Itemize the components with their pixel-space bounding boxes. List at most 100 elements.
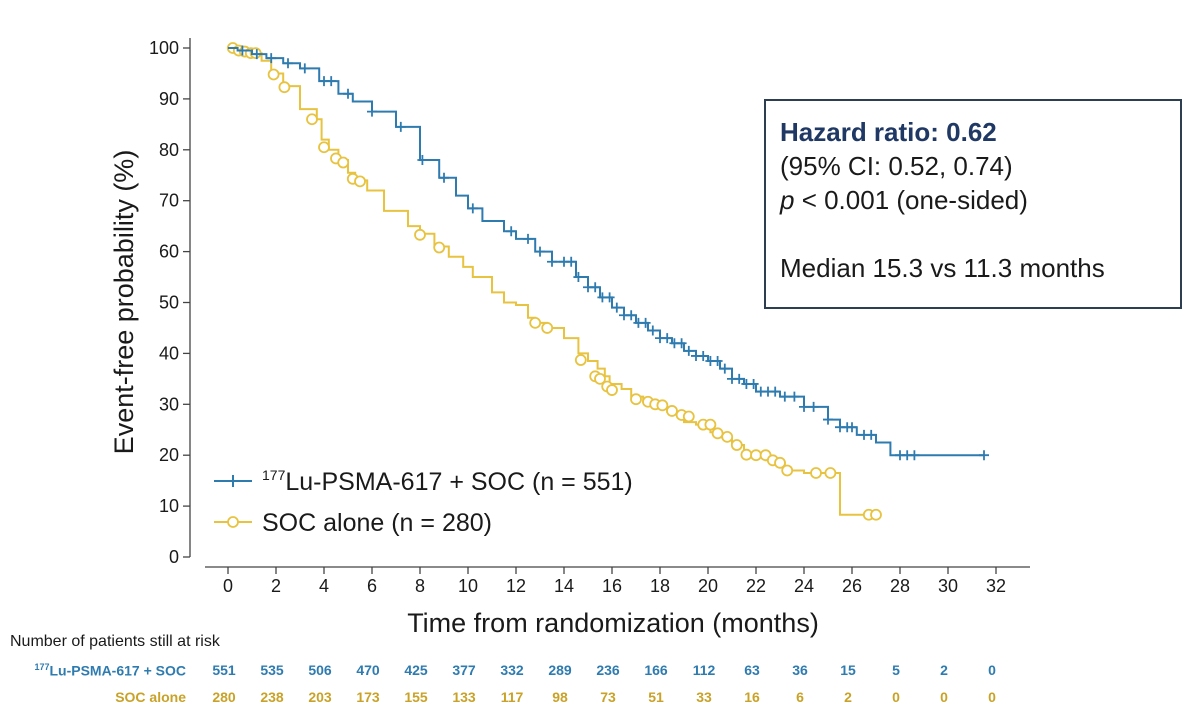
risk-count: 0 [892,689,900,705]
x-tick-label: 20 [698,576,718,596]
soc-censor-marker [781,464,794,477]
soc-censor-marker [721,430,734,443]
risk-count: 155 [404,689,428,705]
soc-censor-marker [774,456,786,469]
soc-censor-marker [740,448,753,461]
x-tick-label: 12 [506,576,526,596]
soc-censor-marker [354,175,366,188]
soc-censor-marker [433,241,446,254]
lu-censor-marker [237,45,248,56]
lu-censor-marker [590,282,601,293]
lu-censor-marker [808,401,819,412]
soc-censor-marker [318,141,330,154]
lu-censor-marker [367,106,377,117]
risk-count: 73 [600,689,616,705]
lu-censor-marker [506,226,517,237]
soc-censor-marker [414,228,426,241]
lu-censor-marker [770,386,781,397]
risk-count: 33 [696,689,712,705]
x-tick-label: 18 [650,576,670,596]
x-tick-label: 28 [890,576,910,596]
risk-label-superscript: 177 [34,662,50,672]
y-tick-label: 0 [169,547,179,567]
y-tick-label: 30 [159,394,179,414]
x-tick-label: 0 [223,576,233,596]
soc-censor-marker [666,405,678,417]
lu-censor-marker [547,256,557,267]
legend: 177Lu-PSMA-617 + SOC (n = 551) SOC alone … [214,467,633,537]
lu-censor-marker [535,246,545,257]
lu-censor-marker [719,363,730,374]
lu-censor-marker [395,121,406,132]
soc-censor-marker [574,354,587,366]
soc-censor-marker [750,449,762,462]
risk-count: 16 [744,689,760,705]
soc-censor-marker [711,427,724,440]
x-tick-label: 8 [415,576,425,596]
x-tick-label: 22 [746,576,766,596]
soc-censor-marker [541,322,554,334]
risk-count: 15 [840,662,856,678]
legend-lu-name: Lu-PSMA-617 + SOC (n = 551) [285,468,632,496]
risk-count: 280 [212,689,236,705]
risk-count: 203 [308,689,332,705]
lu-censor-marker [439,172,449,183]
lu-censor-marker [283,58,293,69]
soc-censor-marker [249,47,262,59]
risk-count: 133 [452,689,476,705]
confidence-interval: (95% CI: 0.52, 0.74) [780,151,1013,181]
x-tick-label: 30 [938,576,958,596]
risk-count: 6 [796,689,804,705]
lu-censor-marker [640,317,651,328]
legend-soc-marker [227,516,239,528]
lu-censor-marker [866,429,877,440]
soc-censor-marker [278,81,291,94]
x-tick-label: 4 [319,576,329,596]
lu-censor-marker [734,373,745,384]
soc-censor-marker [704,418,717,431]
y-tick-label: 40 [159,343,179,363]
x-axis-title: Time from randomization (months) [407,608,819,638]
legend-lu-label: 177Lu-PSMA-617 + SOC (n = 551) [262,467,633,496]
risk-count: 117 [500,689,524,705]
p-symbol: p [780,185,795,215]
lu-censor-marker [847,422,857,433]
risk-label-text: Lu-PSMA-617 + SOC [49,662,186,679]
risk-count: 166 [644,662,668,678]
x-tick-label: 14 [554,576,574,596]
y-axis-title: Event-free probability (%) [109,150,139,455]
risk-count: 36 [792,662,808,678]
lu-censor-marker [467,203,478,214]
risk-count: 377 [452,662,476,678]
risk-count: 289 [548,662,572,678]
risk-count: 5 [892,662,900,678]
lu-censor-marker [326,76,337,87]
x-tick-label: 16 [602,576,622,596]
lu-censor-marker [573,272,584,283]
risk-count: 112 [692,662,716,678]
survival-curves [226,42,989,521]
lu-censor-marker [712,356,723,367]
y-tick-label: 50 [159,293,179,313]
risk-label-soc: SOC alone [115,689,186,705]
y-tick-label: 60 [159,242,179,262]
lu-censor-marker [789,391,800,402]
risk-count: 535 [260,662,284,678]
lu-censor-marker [799,401,809,412]
soc-censor-marker [337,156,350,169]
lu-censor-marker [626,310,637,321]
risk-count: 332 [500,662,524,678]
lu-censor-marker [611,302,622,313]
y-tick-label: 80 [159,140,179,160]
lu-censor-marker [676,338,687,349]
p-value-text: < 0.001 (one-sided) [794,185,1028,215]
lu-censor-marker [647,325,658,336]
risk-label-lu: 177Lu-PSMA-617 + SOC [34,662,186,679]
lu-censor-marker [979,450,989,461]
lu-censor-marker [779,391,790,402]
lu-censor-marker [566,256,577,267]
x-tick-label: 24 [794,576,814,596]
soc-censor-marker [306,113,318,126]
lu-censor-marker [823,414,833,425]
